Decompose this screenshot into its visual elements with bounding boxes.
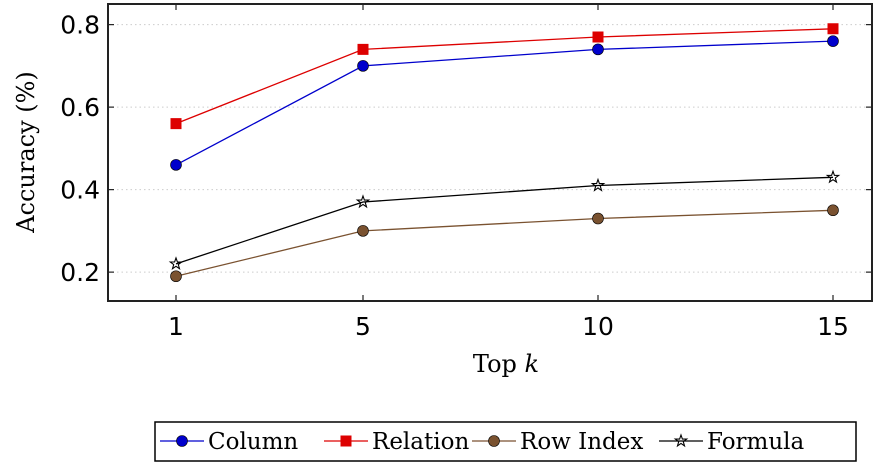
- legend-item-relation: Relation: [324, 429, 469, 455]
- legend-marker: [340, 435, 352, 447]
- x-axis: 1 5 10 15: [168, 4, 849, 341]
- y-tick-label: 0.8: [60, 11, 100, 40]
- legend-item-formula: Formula: [659, 429, 805, 455]
- data-point-column: [827, 35, 839, 47]
- plot-frame: [107, 3, 873, 302]
- legend-label: Relation: [372, 429, 469, 455]
- series-line-formula: [175, 176, 834, 265]
- series-column: [170, 35, 839, 171]
- data-point-relation: [592, 31, 604, 43]
- x-axis-label-prefix: Top: [473, 350, 525, 378]
- x-tick-label: 10: [582, 312, 614, 341]
- legend-label: Row Index: [520, 429, 643, 455]
- x-tick-label: 1: [168, 312, 184, 341]
- data-point-formula: [168, 256, 184, 271]
- y-tick-label: 0.2: [60, 258, 100, 287]
- data-point-row-index: [357, 225, 369, 237]
- series-line-row-index: [175, 209, 834, 277]
- legend: Column Relation Row Index Formula: [154, 421, 857, 462]
- data-point-column: [357, 60, 369, 72]
- series-row-index: [170, 204, 839, 283]
- legend-label: Formula: [707, 429, 805, 455]
- data-point-formula: [590, 177, 606, 192]
- x-axis-label: Top k: [473, 350, 539, 378]
- data-point-relation: [827, 23, 839, 35]
- data-point-column: [592, 43, 604, 56]
- grid-layer: [108, 24, 872, 273]
- x-axis-label-variable: k: [525, 350, 540, 378]
- data-point-column: [170, 159, 182, 171]
- legend-marker: [488, 435, 500, 447]
- data-point-row-index: [827, 204, 839, 217]
- series-formula: [168, 169, 841, 271]
- series-relation: [170, 23, 839, 130]
- data-point-row-index: [170, 270, 182, 283]
- legend-label: Column: [208, 429, 298, 455]
- data-point-row-index: [592, 212, 604, 225]
- y-axis-label: Accuracy (%): [12, 71, 40, 234]
- series-line-relation: [175, 28, 834, 125]
- x-tick-label: 15: [817, 312, 849, 341]
- data-point-relation: [170, 118, 182, 130]
- legend-item-row-index: Row Index: [472, 429, 643, 455]
- data-point-formula: [825, 169, 841, 184]
- data-point-relation: [357, 43, 369, 55]
- series-line-column: [175, 40, 834, 166]
- y-axis: 0.2 0.4 0.6 0.8: [60, 11, 872, 287]
- y-tick-label: 0.4: [60, 176, 100, 205]
- legend-item-column: Column: [160, 429, 298, 455]
- series-layer: [168, 23, 841, 283]
- legend-marker: [673, 433, 689, 448]
- data-point-formula: [355, 194, 371, 209]
- x-tick-label: 5: [355, 312, 371, 341]
- y-tick-label: 0.6: [60, 93, 100, 122]
- legend-marker: [176, 435, 188, 447]
